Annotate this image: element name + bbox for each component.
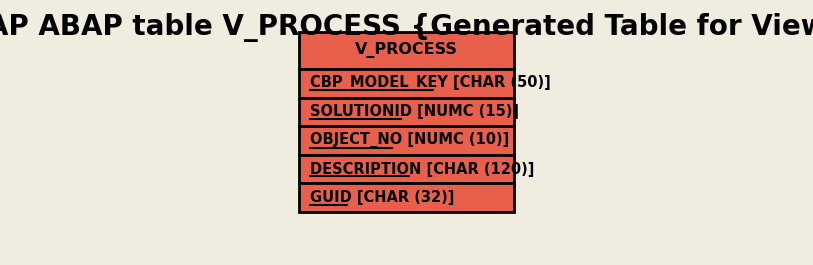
Text: DESCRIPTION [CHAR (120)]: DESCRIPTION [CHAR (120)]	[310, 162, 534, 176]
Text: SOLUTIONID: SOLUTIONID	[310, 104, 411, 119]
Text: GUID: GUID	[310, 190, 351, 205]
Text: CBP_MODEL_KEY [CHAR (50)]: CBP_MODEL_KEY [CHAR (50)]	[310, 75, 550, 91]
FancyBboxPatch shape	[299, 98, 514, 126]
Text: OBJECT_NO: OBJECT_NO	[310, 132, 402, 148]
Text: SOLUTIONID [NUMC (15)]: SOLUTIONID [NUMC (15)]	[310, 104, 519, 119]
FancyBboxPatch shape	[299, 32, 514, 69]
Text: DESCRIPTION: DESCRIPTION	[310, 162, 421, 176]
FancyBboxPatch shape	[299, 155, 514, 183]
Text: OBJECT_NO [NUMC (10)]: OBJECT_NO [NUMC (10)]	[310, 132, 509, 148]
Text: V_PROCESS: V_PROCESS	[355, 42, 458, 58]
FancyBboxPatch shape	[299, 126, 514, 155]
FancyBboxPatch shape	[299, 183, 514, 212]
Text: SAP ABAP table V_PROCESS {Generated Table for View}: SAP ABAP table V_PROCESS {Generated Tabl…	[0, 13, 813, 42]
Text: CBP_MODEL_KEY: CBP_MODEL_KEY	[310, 75, 447, 91]
FancyBboxPatch shape	[299, 69, 514, 98]
Text: GUID [CHAR (32)]: GUID [CHAR (32)]	[310, 190, 454, 205]
